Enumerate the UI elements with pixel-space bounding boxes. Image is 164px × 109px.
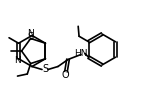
Text: N: N xyxy=(14,56,21,65)
Text: HN: HN xyxy=(74,49,88,58)
Text: S: S xyxy=(27,32,33,42)
Text: S: S xyxy=(42,65,48,74)
Text: N: N xyxy=(28,30,34,38)
Text: O: O xyxy=(61,71,69,81)
